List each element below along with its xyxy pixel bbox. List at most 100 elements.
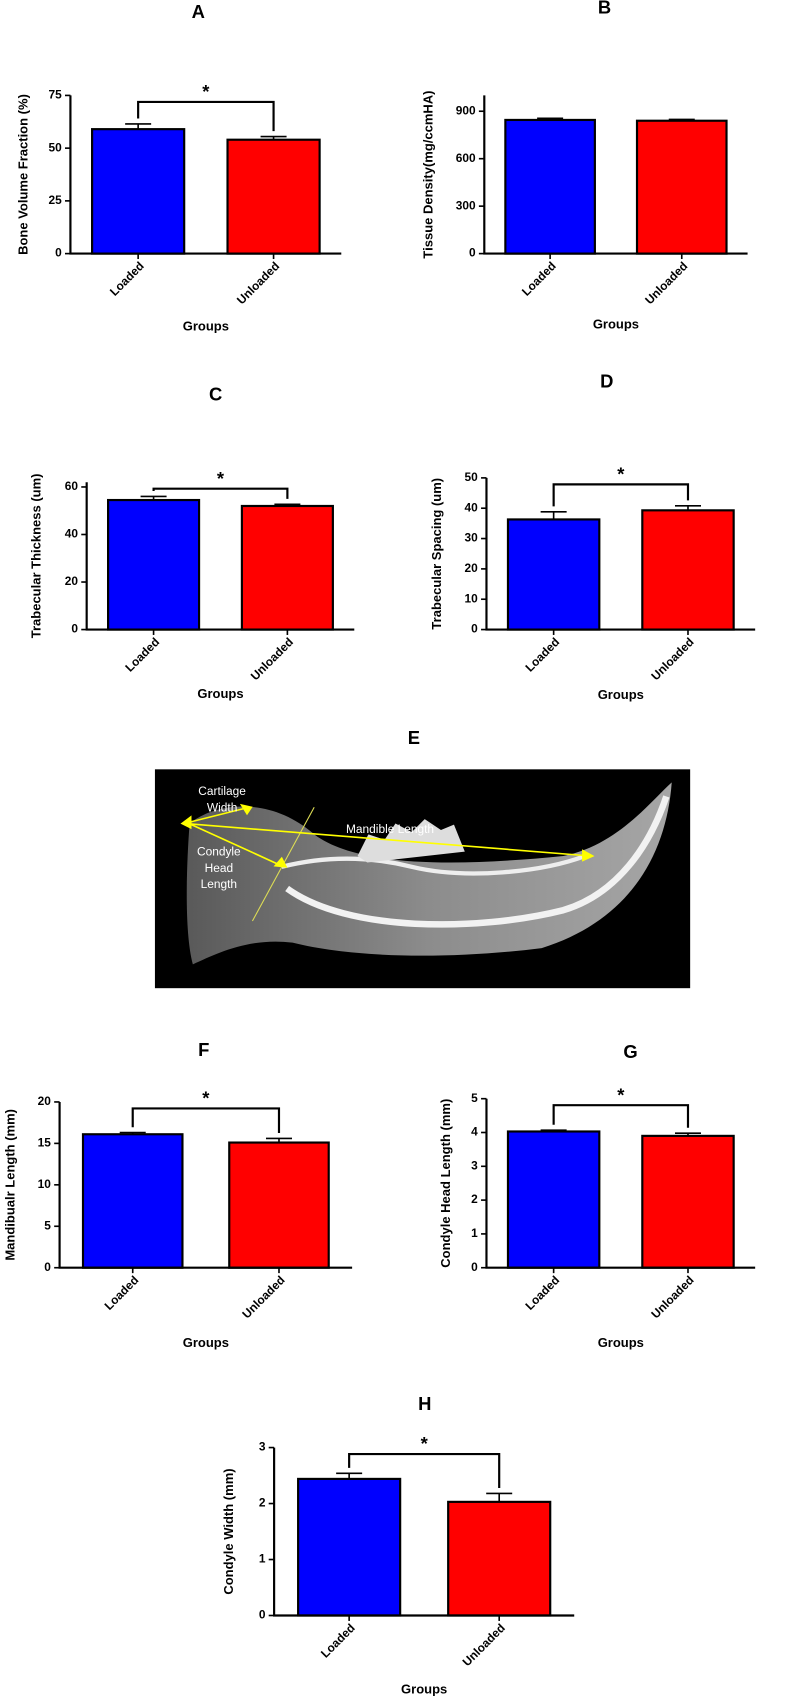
y-tick-label: 900: [456, 103, 476, 117]
axes: [485, 1098, 756, 1269]
chart-title: A: [192, 1, 205, 22]
axes: [58, 1101, 353, 1269]
y-axis-label: Tissue Density(mg/ccmHA): [420, 90, 435, 258]
y-tick-label: 25: [49, 193, 63, 207]
x-tick-label: Unloaded: [248, 635, 296, 683]
chart-title: D: [600, 370, 613, 391]
error-bar: [540, 511, 567, 520]
bar: [641, 1134, 735, 1269]
error-bar: [336, 1472, 363, 1479]
bar: [107, 498, 201, 631]
measure-arrows: [180, 803, 595, 868]
label-line: Mandible Length: [346, 822, 434, 836]
y-tick-label: 0: [55, 246, 62, 260]
axes: [69, 95, 342, 255]
x-tick-label: Loaded: [102, 1273, 142, 1313]
significance-bracket: [137, 100, 275, 132]
label-line: Width: [207, 800, 237, 814]
y-tick-label: 10: [465, 591, 479, 605]
label-line: Length: [201, 877, 237, 891]
significance-bracket: [348, 1452, 501, 1489]
y-tick-label: 0: [471, 622, 478, 636]
error-bar: [668, 118, 695, 121]
label-line: Head: [205, 861, 233, 875]
x-tick-label: Loaded: [318, 1621, 358, 1661]
x-axis-label: Groups: [183, 319, 229, 334]
y-tick-label: 30: [465, 531, 479, 545]
y-tick-label: 50: [49, 140, 63, 154]
error-bar: [540, 1129, 567, 1132]
significance-star: *: [617, 1084, 625, 1105]
x-tick-label: Unloaded: [460, 1621, 508, 1669]
x-tick-label: Unloaded: [648, 635, 696, 683]
x-axis-label: Groups: [197, 686, 243, 701]
x-axis-label: Groups: [593, 317, 639, 332]
y-axis-label: Trabecular Thickness (um): [28, 474, 43, 639]
chart-title: H: [418, 1393, 431, 1414]
y-axis-label: Bone Volume Fraction (%): [15, 94, 30, 255]
y-tick-label: 600: [456, 151, 476, 165]
y-tick-label: 40: [65, 527, 79, 541]
y-tick-label: 2: [259, 1496, 266, 1510]
bar: [81, 1133, 184, 1269]
chart-title: G: [623, 1041, 637, 1062]
y-tick-label: 75: [49, 88, 63, 102]
significance-bracket: [552, 1104, 690, 1128]
error-bar: [274, 503, 301, 506]
bar: [506, 1130, 601, 1269]
y-tick-label: 0: [259, 1608, 266, 1622]
error-bar: [119, 1131, 146, 1135]
x-axis-label: Groups: [401, 1682, 447, 1697]
bar: [297, 1477, 402, 1617]
significance-star: *: [202, 81, 210, 102]
bar: [228, 1141, 330, 1269]
error-bar: [125, 123, 152, 130]
chart-panel: C Groups Trabecular Thickness (um) 0 20 40 60 L…: [28, 383, 355, 701]
y-tick-label: 3: [259, 1440, 266, 1454]
panel-title: E: [408, 727, 420, 748]
teeth: [357, 819, 465, 863]
x-tick-label: Unloaded: [648, 1273, 696, 1321]
y-tick-label: 60: [65, 479, 79, 493]
axes: [483, 95, 748, 255]
y-axis-label: Trabecular Spacing (um): [429, 478, 444, 630]
error-bar: [537, 117, 564, 120]
axes: [485, 477, 756, 631]
y-tick-label: 5: [471, 1091, 478, 1105]
y-tick-label: 0: [471, 1260, 478, 1274]
y-tick-label: 20: [465, 561, 479, 575]
error-bar: [486, 1492, 513, 1502]
significance-bracket: [152, 487, 289, 499]
label-line: Condyle: [197, 845, 241, 859]
y-tick-label: 5: [44, 1218, 51, 1232]
x-tick-label: Loaded: [122, 635, 162, 675]
y-tick-label: 1: [471, 1226, 478, 1240]
image-label: Condyle Head Length: [197, 845, 241, 892]
y-axis-label: Condyle Head Length (mm): [438, 1099, 453, 1268]
mandible-shape: [186, 782, 672, 965]
y-axis-label: Condyle Width (mm): [221, 1468, 236, 1594]
x-tick-label: Loaded: [522, 635, 562, 675]
y-tick-label: 3: [471, 1158, 478, 1172]
x-axis-label: Groups: [183, 1335, 229, 1350]
chart-title: C: [209, 383, 222, 404]
x-axis-label: Groups: [598, 1335, 644, 1350]
y-tick-label: 0: [71, 622, 78, 636]
y-tick-label: 15: [38, 1136, 52, 1150]
y-tick-label: 20: [38, 1094, 52, 1108]
y-axis-label: Mandibualr Length (mm): [2, 1109, 17, 1261]
x-tick-label: Unloaded: [642, 259, 690, 307]
bar: [635, 119, 728, 255]
image-labels: Cartilage Width Condyle Head Length Mandible …: [197, 784, 434, 891]
chart-panel: H Groups Condyle Width (mm) 0 1 2 3 Loaded Unloa…: [221, 1393, 575, 1697]
y-tick-label: 40: [465, 500, 479, 514]
y-tick-label: 4: [471, 1125, 478, 1139]
mandible-edge: [285, 795, 670, 928]
chart-panel: F Groups Mandibualr Length (mm) 0 5 10 15 20 Loa…: [2, 1039, 353, 1350]
error-bar: [674, 504, 701, 511]
significance-bracket: [552, 483, 690, 507]
significance-star: *: [217, 468, 225, 489]
x-tick-label: Unloaded: [234, 259, 282, 307]
error-bar: [265, 1137, 292, 1143]
